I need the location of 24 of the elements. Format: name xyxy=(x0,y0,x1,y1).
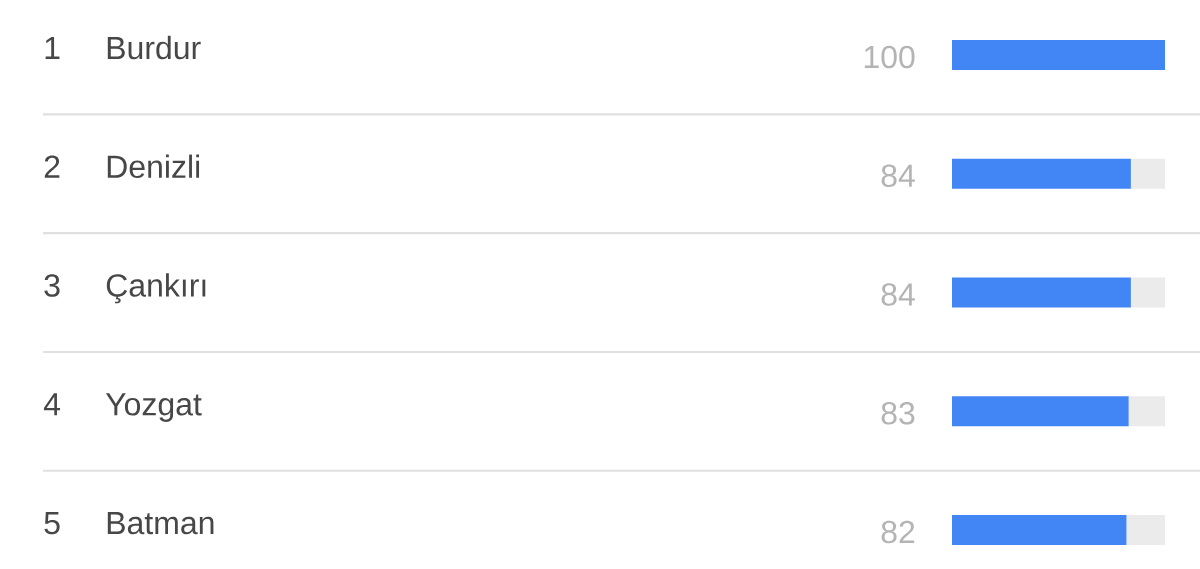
data-label: 84 xyxy=(881,283,915,306)
text: 5 xyxy=(44,511,60,535)
bar xyxy=(1126,515,1165,545)
data-label: 83 xyxy=(881,401,915,425)
bar xyxy=(952,515,1127,545)
bar xyxy=(1130,158,1165,189)
bar xyxy=(952,396,1129,427)
y-tick-label: Burdur xyxy=(107,35,201,60)
text: 1 xyxy=(45,36,60,59)
y-tick-label: Denizli xyxy=(107,154,200,179)
y-tick-label: Yozgat xyxy=(105,393,202,422)
data-label: 84 xyxy=(881,164,915,188)
text: 4 xyxy=(43,393,61,416)
data-label: 82 xyxy=(881,520,915,544)
text: 2 xyxy=(44,155,60,178)
bar xyxy=(952,40,1165,70)
data-label: 100 xyxy=(864,45,915,69)
bar xyxy=(952,277,1131,308)
y-tick-label: Batman xyxy=(107,511,214,535)
bar xyxy=(952,158,1131,189)
bar xyxy=(1128,396,1165,427)
text: 3 xyxy=(44,274,60,297)
bar xyxy=(1130,277,1165,308)
y-tick-label: Çankırı xyxy=(106,273,206,304)
